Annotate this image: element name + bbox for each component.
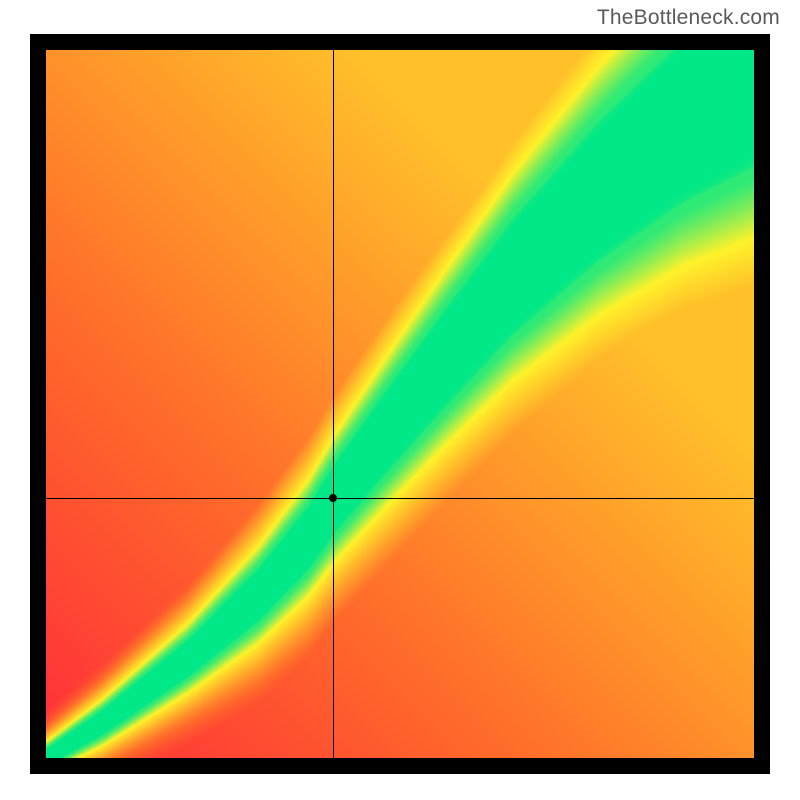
crosshair-marker bbox=[329, 494, 337, 502]
watermark-text: TheBottleneck.com bbox=[597, 6, 780, 30]
heatmap-canvas bbox=[46, 50, 754, 758]
crosshair-horizontal bbox=[46, 498, 754, 499]
chart-container: TheBottleneck.com bbox=[0, 0, 800, 800]
plot-frame bbox=[30, 34, 770, 774]
plot-area bbox=[46, 50, 754, 758]
crosshair-vertical bbox=[333, 50, 334, 758]
